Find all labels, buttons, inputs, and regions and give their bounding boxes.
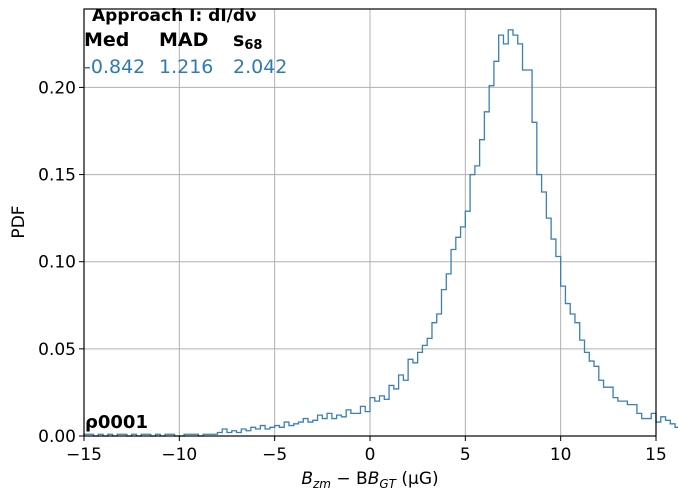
mad-value: 1.216 <box>159 56 214 78</box>
x-tick-label: −5 <box>262 445 287 465</box>
y-tick-label: 0.00 <box>38 427 76 447</box>
x-tick-label: 5 <box>460 445 471 465</box>
y-tick-label: 0.10 <box>38 253 76 273</box>
x-tick-label: −15 <box>66 445 102 465</box>
histogram-step-line <box>83 29 678 437</box>
x-tick-label: 10 <box>550 445 572 465</box>
y-axis-ticks: 0.00 0.05 0.10 0.15 0.20 <box>38 78 84 447</box>
s68-header: s68 <box>233 29 263 53</box>
x-tick-label: 15 <box>645 445 667 465</box>
x-axis-label: Bzm − BBGT (μG) <box>301 469 438 491</box>
rho-label: ρ0001 <box>85 412 148 433</box>
s68-value: 2.042 <box>233 56 288 78</box>
y-tick-label: 0.15 <box>38 166 76 186</box>
approach-title: Approach I: dI/dν <box>92 6 257 26</box>
y-tick-label: 0.20 <box>38 78 76 98</box>
med-header: Med <box>84 29 130 51</box>
x-axis-ticks: −15 −10 −5 0 5 10 15 <box>66 436 667 465</box>
mad-header: MAD <box>159 29 209 51</box>
med-value: -0.842 <box>84 56 146 78</box>
y-tick-label: 0.05 <box>38 340 76 360</box>
x-tick-label: 0 <box>365 445 376 465</box>
x-tick-label: −10 <box>161 445 197 465</box>
y-axis-label: PDF <box>9 205 29 238</box>
